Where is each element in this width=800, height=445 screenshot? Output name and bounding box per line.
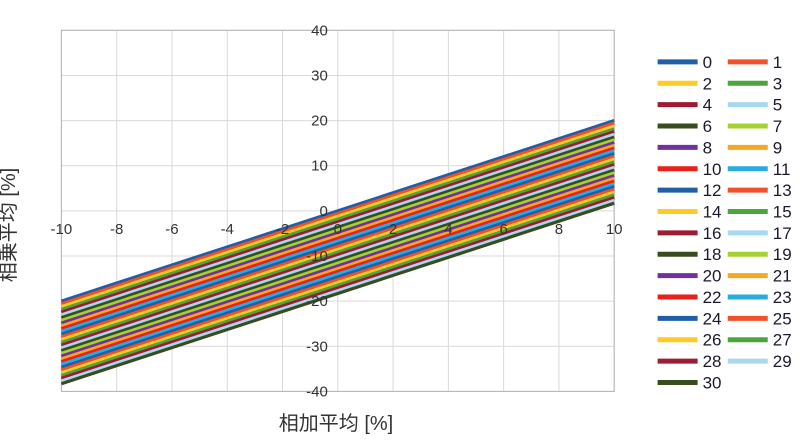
svg-text:0: 0 [319, 203, 327, 220]
svg-text:16: 16 [703, 224, 722, 243]
svg-text:-2: -2 [276, 221, 289, 238]
svg-text:9: 9 [773, 138, 782, 157]
svg-text:-10: -10 [306, 248, 328, 265]
svg-text:0: 0 [703, 53, 712, 72]
svg-text:14: 14 [703, 202, 722, 221]
svg-text:8: 8 [555, 221, 563, 238]
svg-text:40: 40 [311, 22, 328, 39]
svg-text:3: 3 [773, 74, 782, 93]
svg-text:11: 11 [773, 160, 791, 179]
svg-text:-30: -30 [306, 338, 328, 355]
svg-text:30: 30 [703, 373, 722, 392]
svg-text:相加平均 [%]: 相加平均 [%] [279, 412, 393, 435]
svg-text:-40: -40 [306, 383, 328, 400]
svg-text:6: 6 [499, 221, 507, 238]
svg-text:-20: -20 [306, 293, 328, 310]
svg-text:22: 22 [703, 288, 722, 307]
svg-text:-10: -10 [51, 221, 73, 238]
svg-text:12: 12 [703, 181, 722, 200]
svg-text:相乗平均 [%]: 相乗平均 [%] [0, 168, 20, 282]
svg-text:2: 2 [703, 74, 712, 93]
svg-text:18: 18 [703, 245, 722, 264]
svg-text:26: 26 [703, 331, 722, 350]
svg-text:20: 20 [311, 113, 328, 130]
svg-text:21: 21 [773, 267, 792, 286]
svg-text:10: 10 [311, 158, 328, 175]
svg-text:5: 5 [773, 96, 782, 115]
svg-text:6: 6 [703, 117, 712, 136]
svg-text:20: 20 [703, 267, 722, 286]
svg-text:1: 1 [773, 53, 782, 72]
svg-text:27: 27 [773, 331, 792, 350]
svg-text:-6: -6 [165, 221, 178, 238]
svg-text:2: 2 [389, 221, 397, 238]
svg-text:24: 24 [703, 309, 722, 328]
svg-text:15: 15 [773, 202, 792, 221]
svg-text:19: 19 [773, 245, 792, 264]
svg-text:10: 10 [703, 160, 722, 179]
svg-text:17: 17 [773, 224, 792, 243]
svg-text:0: 0 [334, 221, 342, 238]
svg-text:-4: -4 [221, 221, 234, 238]
svg-text:4: 4 [703, 96, 712, 115]
svg-text:7: 7 [773, 117, 782, 136]
svg-text:4: 4 [444, 221, 452, 238]
svg-text:25: 25 [773, 309, 792, 328]
svg-text:8: 8 [703, 138, 712, 157]
svg-text:29: 29 [773, 352, 792, 371]
svg-text:30: 30 [311, 67, 328, 84]
svg-text:28: 28 [703, 352, 722, 371]
svg-text:10: 10 [606, 221, 623, 238]
svg-text:-8: -8 [110, 221, 123, 238]
svg-text:13: 13 [773, 181, 792, 200]
svg-text:23: 23 [773, 288, 792, 307]
